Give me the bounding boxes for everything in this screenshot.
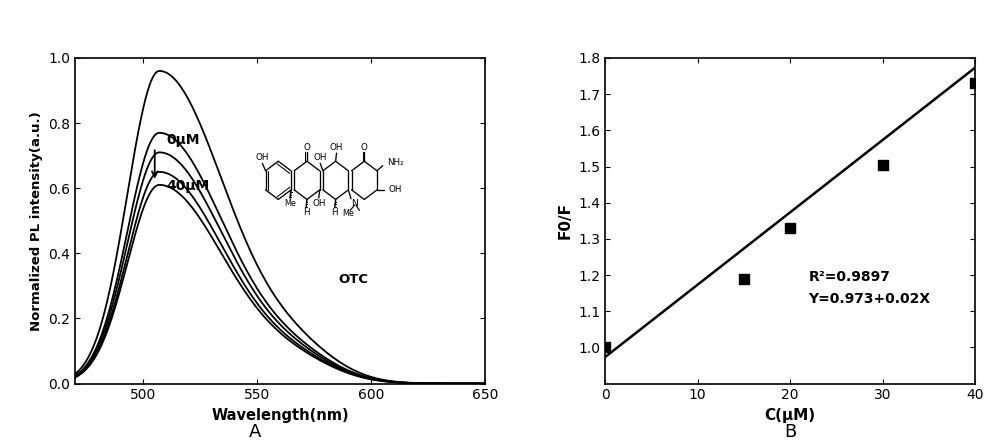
X-axis label: Wavelength(nm): Wavelength(nm) xyxy=(211,408,349,423)
Text: OH: OH xyxy=(312,199,326,208)
Text: OH: OH xyxy=(313,153,327,162)
Text: O: O xyxy=(304,143,310,152)
Y-axis label: Normalized PL intensity(a.u.): Normalized PL intensity(a.u.) xyxy=(30,111,43,330)
X-axis label: C(μM): C(μM) xyxy=(764,408,816,423)
Text: OH: OH xyxy=(256,153,269,162)
Text: H: H xyxy=(303,208,309,218)
Point xyxy=(874,161,891,168)
Text: H: H xyxy=(331,208,338,218)
Point xyxy=(967,80,983,87)
Text: A: A xyxy=(249,423,261,441)
Y-axis label: F0/F: F0/F xyxy=(557,202,572,239)
Point xyxy=(597,344,613,351)
Text: 40μM: 40μM xyxy=(166,179,209,193)
Text: NH₂: NH₂ xyxy=(387,158,403,167)
Text: OH: OH xyxy=(330,143,343,152)
Text: 0μM: 0μM xyxy=(166,133,200,147)
Text: OTC: OTC xyxy=(339,273,369,286)
Point xyxy=(782,224,798,231)
Text: N: N xyxy=(351,199,358,208)
Point xyxy=(736,275,752,282)
Text: Me: Me xyxy=(284,199,296,208)
Text: Me: Me xyxy=(342,209,354,218)
Text: B: B xyxy=(784,423,796,441)
Text: O: O xyxy=(361,143,368,152)
Text: OH: OH xyxy=(388,186,402,194)
Text: R²=0.9897
Y=0.973+0.02X: R²=0.9897 Y=0.973+0.02X xyxy=(808,270,931,306)
